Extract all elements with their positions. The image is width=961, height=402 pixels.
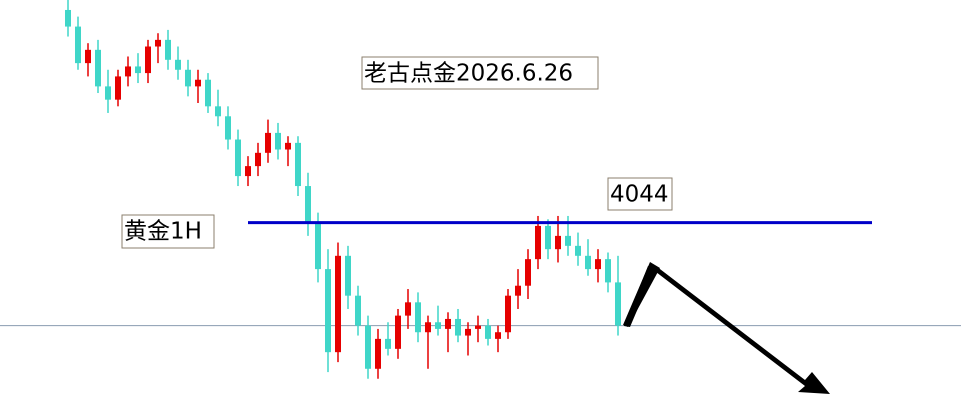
candle-body xyxy=(215,106,221,117)
level-label: 4044 xyxy=(610,182,669,208)
candles xyxy=(0,0,961,379)
candle-body xyxy=(515,285,521,296)
candle-body xyxy=(225,116,231,140)
candle-body xyxy=(475,325,481,329)
candle-body xyxy=(585,255,591,270)
candle-body xyxy=(485,325,491,339)
candle-body xyxy=(385,338,391,349)
candle-body xyxy=(255,152,261,167)
candle-body xyxy=(275,132,281,150)
candle-body xyxy=(155,39,161,47)
candle-body xyxy=(505,295,511,333)
candle-body xyxy=(125,66,131,77)
candle-body xyxy=(185,69,191,87)
candle-body xyxy=(95,49,101,87)
candle-body xyxy=(575,245,581,256)
candle-body xyxy=(355,295,361,326)
candle-body xyxy=(195,79,201,87)
candle-body xyxy=(295,142,301,187)
chart-title: 黄金1H xyxy=(124,219,202,245)
candle-body xyxy=(75,26,81,64)
annotation-box xyxy=(361,56,599,90)
candle-body xyxy=(435,322,441,329)
candle-body xyxy=(525,259,531,286)
candle-body xyxy=(65,9,71,27)
candle-body xyxy=(425,322,431,333)
candle-body xyxy=(445,318,451,329)
candle-body xyxy=(135,66,141,74)
candle-body xyxy=(615,282,621,326)
candle-body xyxy=(305,186,311,223)
candle-body xyxy=(205,79,211,107)
candle-body xyxy=(315,222,321,270)
title-box xyxy=(121,214,215,249)
candle-body xyxy=(115,76,121,100)
candle-body xyxy=(85,49,91,64)
candle-body xyxy=(335,255,341,353)
candle-body xyxy=(145,46,151,74)
candle-body xyxy=(165,39,171,60)
candle-body xyxy=(365,325,371,369)
candle-body xyxy=(105,86,111,100)
candle-body xyxy=(235,139,241,177)
candle-body xyxy=(415,302,421,333)
candle-body xyxy=(495,332,501,339)
candle-body xyxy=(535,225,541,260)
candle-body xyxy=(345,255,351,296)
candle-body xyxy=(545,225,551,250)
candle-body xyxy=(175,59,181,70)
candle-body xyxy=(465,328,471,336)
candle-body xyxy=(285,142,291,150)
candle-body xyxy=(325,269,331,353)
candle-body xyxy=(375,338,381,369)
level-label-box xyxy=(607,177,673,211)
down-arrow xyxy=(656,266,830,394)
candle-body xyxy=(455,318,461,336)
candle-body xyxy=(265,132,271,153)
annotation: 老古点金2026.6.26 xyxy=(364,61,573,87)
up-arrow-shaft xyxy=(623,262,660,327)
candle-body xyxy=(605,259,611,283)
candle-body xyxy=(395,315,401,349)
candle-body xyxy=(405,302,411,316)
candle-body xyxy=(555,235,561,250)
candle-body xyxy=(595,259,601,270)
candle-body xyxy=(565,235,571,246)
candle-body xyxy=(245,166,251,177)
